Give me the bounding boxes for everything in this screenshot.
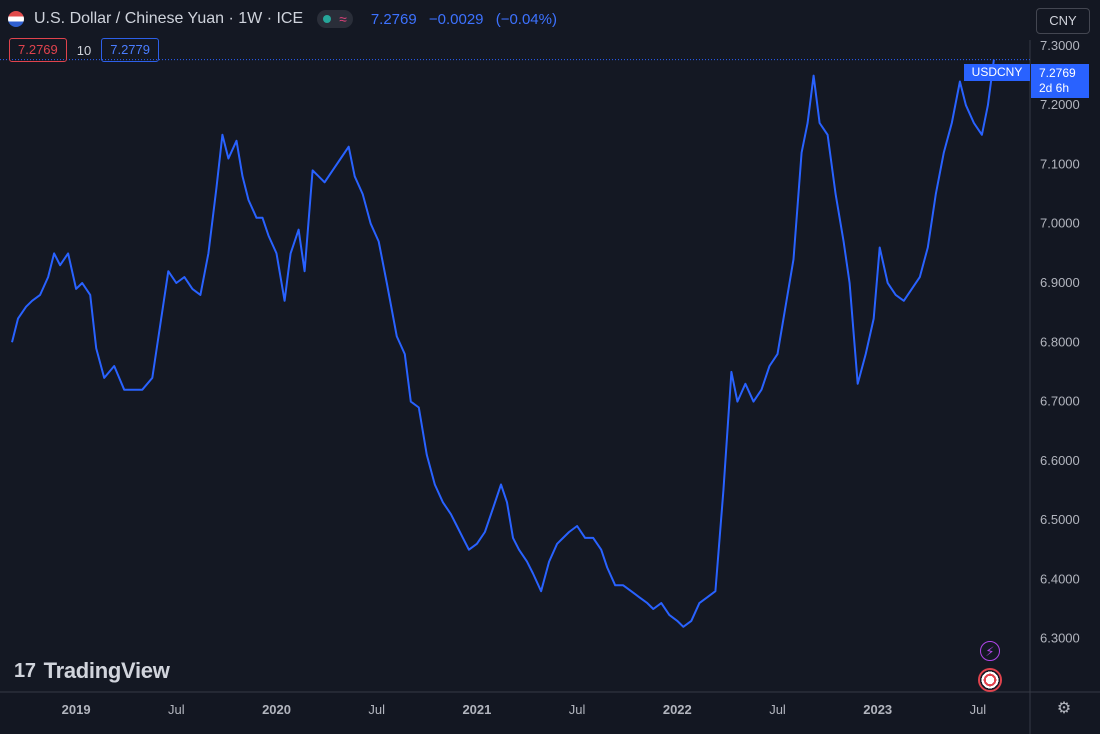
y-tick-label: 7.1000: [1040, 156, 1080, 171]
buy-sell-panel: 7.2769 10 7.2779: [9, 38, 159, 62]
tradingview-logo[interactable]: 17 TradingView: [14, 658, 170, 684]
market-open-dot-icon: [323, 15, 332, 23]
x-tick-label: 2019: [62, 702, 91, 717]
y-tick-label: 6.8000: [1040, 334, 1080, 349]
x-tick-label: Jul: [569, 702, 586, 717]
y-tick-label: 6.9000: [1040, 275, 1080, 290]
y-tick-label: 6.7000: [1040, 394, 1080, 409]
last-price-tag: 7.2769 2d 6h: [1031, 64, 1089, 98]
y-tick-label: 6.6000: [1040, 453, 1080, 468]
price-series-line[interactable]: [11, 59, 995, 628]
y-tick-label: 6.4000: [1040, 571, 1080, 586]
y-tick-label: 6.5000: [1040, 512, 1080, 527]
lightning-icon[interactable]: ⚡: [980, 641, 1000, 661]
last-price: 7.2769: [370, 10, 417, 28]
y-tick-label: 6.3000: [1040, 631, 1080, 646]
us-flag-icon[interactable]: [978, 668, 1002, 692]
x-tick-label: Jul: [970, 702, 987, 717]
gear-icon[interactable]: ⚙: [1056, 700, 1072, 717]
us-cn-flag-icon: [8, 11, 24, 27]
bar-countdown: 2d 6h: [1039, 81, 1070, 95]
chart-plot-area[interactable]: [0, 0, 1030, 692]
y-tick-label: 7.3000: [1040, 38, 1080, 53]
symbol-price-tag: USDCNY: [964, 64, 1030, 81]
tradingview-logo-text: TradingView: [43, 658, 170, 683]
x-tick-label: Jul: [368, 702, 385, 717]
x-tick-label: Jul: [168, 702, 185, 717]
spread-value: 10: [76, 42, 92, 58]
symbol-legend: U.S. Dollar / Chinese Yuan · 1W · ICE ≈ …: [8, 8, 565, 30]
y-tick-label: 7.0000: [1040, 216, 1080, 231]
quote-values: 7.2769 −0.0029 (−0.04%): [371, 11, 565, 28]
symbol-title[interactable]: U.S. Dollar / Chinese Yuan · 1W · ICE: [34, 10, 304, 27]
buy-button[interactable]: 7.2779: [101, 38, 159, 62]
wave-icon: ≈: [339, 11, 347, 27]
x-tick-label: 2021: [462, 702, 491, 717]
x-tick-label: 2022: [663, 702, 692, 717]
sell-button[interactable]: 7.2769: [9, 38, 67, 62]
market-status-pill[interactable]: ≈: [317, 10, 353, 28]
currency-button[interactable]: CNY: [1036, 8, 1090, 34]
last-price-tag-value: 7.2769: [1039, 66, 1076, 80]
tradingview-logo-icon: 17: [14, 659, 36, 682]
x-tick-label: 2020: [262, 702, 291, 717]
x-tick-label: 2023: [863, 702, 892, 717]
y-tick-label: 7.2000: [1040, 97, 1080, 112]
x-tick-label: Jul: [769, 702, 786, 717]
price-change-percent: (−0.04%): [495, 10, 557, 28]
price-change: −0.0029: [428, 10, 484, 28]
